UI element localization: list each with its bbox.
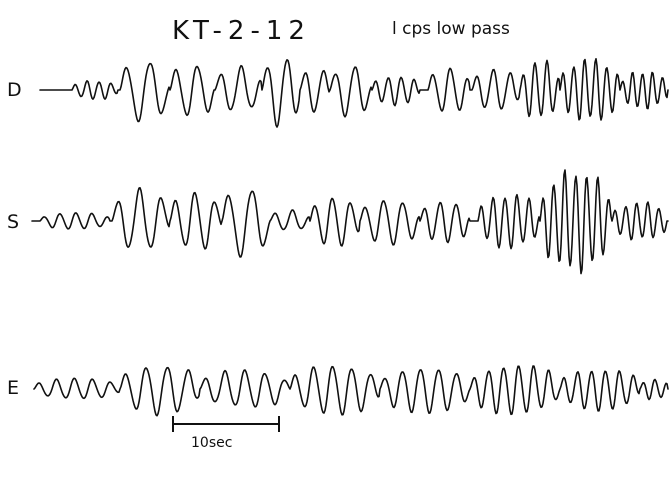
- trace-label-d: D: [7, 79, 22, 101]
- trace-label-e: E: [7, 377, 19, 399]
- scale-bar: [172, 416, 280, 432]
- trace-e-waveform: [33, 365, 669, 417]
- trace-label-s: S: [7, 211, 19, 233]
- figure-subtitle: l cps low pass: [392, 19, 510, 39]
- scale-bar-label: 10sec: [191, 435, 232, 451]
- figure-title: KT-2-12: [172, 16, 311, 46]
- trace-s-waveform: [31, 169, 669, 275]
- trace-d-waveform: [39, 58, 669, 128]
